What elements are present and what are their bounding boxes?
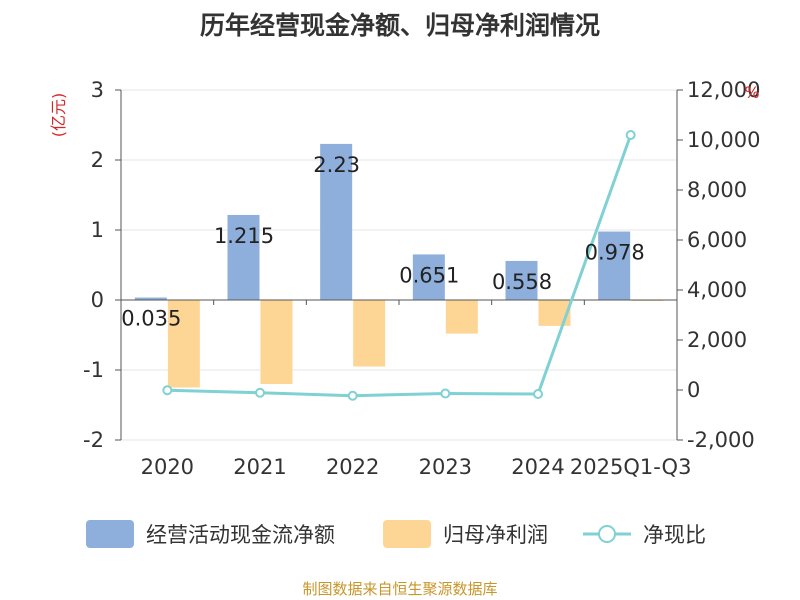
cashflow-bar xyxy=(412,254,445,300)
chart-title: 历年经营现金净额、归母净利润情况 xyxy=(199,11,600,40)
net-cash-ratio-point xyxy=(625,130,636,140)
cashflow-value-label: 0.978 xyxy=(585,241,645,265)
right-tick-label: 4,000 xyxy=(687,278,747,302)
net-profit-bar xyxy=(260,300,293,384)
data-source-note: 制图数据来自恒生聚源数据库 xyxy=(302,580,498,598)
x-tick-label: 2022 xyxy=(326,455,379,479)
right-tick-label: 8,000 xyxy=(687,178,747,202)
left-tick-label: 1 xyxy=(91,218,104,242)
legend-label-net-profit: 归母净利润 xyxy=(443,523,548,547)
left-tick-label: -1 xyxy=(83,358,104,382)
net-cash-ratio-point xyxy=(347,390,358,401)
right-tick-label: 6,000 xyxy=(687,228,747,252)
cashflow-value-label: 1.215 xyxy=(214,224,274,248)
net-profit-bar xyxy=(353,300,386,367)
legend-label-net-cash-ratio: 净现比 xyxy=(643,523,706,547)
bars-layer xyxy=(134,143,664,388)
cashflow-bar xyxy=(227,214,260,300)
legend-swatch-net-profit xyxy=(383,520,431,548)
right-tick-label: 2,000 xyxy=(687,328,747,352)
x-tick-label: 2024 xyxy=(511,455,564,479)
data-labels-layer: 0.035 1.215 2.23 0.651 0.558 0.978 xyxy=(121,153,644,331)
cashflow-value-label: 2.23 xyxy=(313,153,360,177)
left-tick-label: 3 xyxy=(91,78,104,102)
axes-layer: 3 2 1 0 -1 -2 12,000 10,000 8,000 6,000 4,000 2,000… xyxy=(49,78,760,479)
cashflow-value-label: 0.651 xyxy=(399,263,459,287)
net-cash-ratio-line xyxy=(167,134,633,398)
right-tick-label: 0 xyxy=(687,378,700,402)
cashflow-value-label: 0.558 xyxy=(492,270,552,294)
net-cash-ratio-point xyxy=(533,389,543,399)
net-profit-bar xyxy=(167,300,200,388)
cashflow-bar xyxy=(505,260,538,300)
legend: 经营活动现金流净额 归母净利润 净现比 xyxy=(86,520,706,548)
x-tick-label: 2025Q1-Q3 xyxy=(570,455,692,479)
cashflow-bar xyxy=(134,297,167,300)
net-cash-ratio-point xyxy=(255,387,265,398)
cashflow-value-label: 0.035 xyxy=(121,307,181,331)
net-profit-bar xyxy=(445,300,478,334)
right-tick-label: 10,000 xyxy=(687,128,760,152)
line-layer xyxy=(162,130,636,401)
x-tick-label: 2023 xyxy=(419,455,472,479)
left-tick-label: 2 xyxy=(91,148,104,172)
legend-swatch-cashflow xyxy=(86,520,134,548)
left-axis-unit: (亿元) xyxy=(49,93,68,138)
left-tick-label: 0 xyxy=(91,288,104,312)
left-tick-label: -2 xyxy=(83,428,104,452)
x-tick-label: 2020 xyxy=(141,455,194,479)
right-tick-label: 12,000 xyxy=(687,78,760,102)
cashflow-bar xyxy=(320,143,353,300)
x-tick-label: 2021 xyxy=(233,455,286,479)
net-cash-ratio-point xyxy=(162,385,173,396)
right-axis-unit: % xyxy=(744,83,759,102)
right-tick-label: -2,000 xyxy=(687,428,755,452)
legend-label-cashflow: 经营活动现金流净额 xyxy=(146,523,335,547)
legend-marker-net-cash-ratio xyxy=(598,525,616,543)
net-cash-ratio-point xyxy=(440,388,451,399)
cashflow-bar xyxy=(598,231,631,300)
